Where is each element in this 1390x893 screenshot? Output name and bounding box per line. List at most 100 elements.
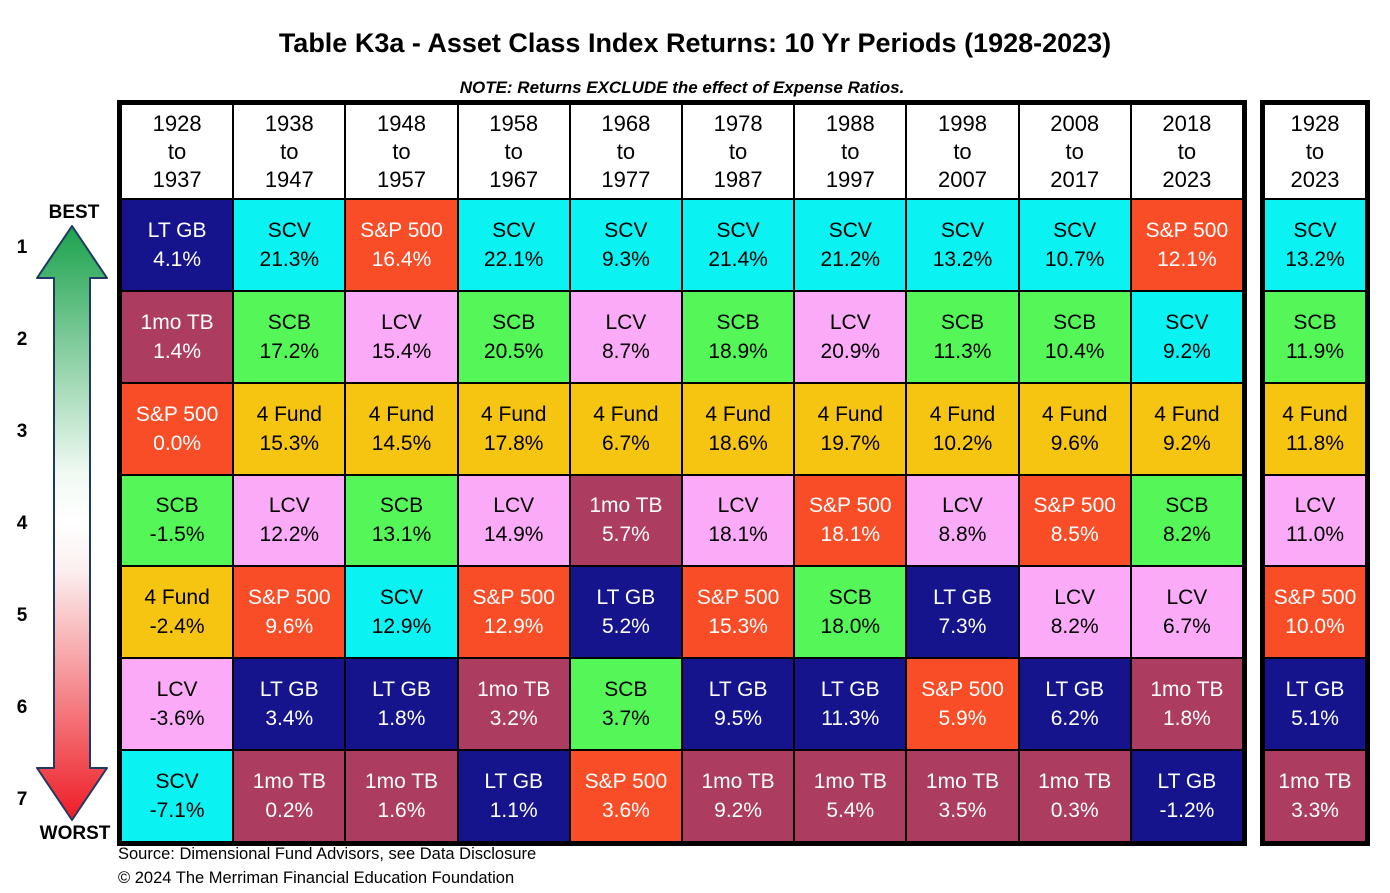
asset-class-label: SCB xyxy=(492,310,536,334)
period-header-line: 2018 xyxy=(1162,110,1212,136)
return-cell: SCV 9.2% xyxy=(1130,290,1243,383)
return-value: 11.9% xyxy=(1286,339,1344,363)
return-cell: LT GB 6.2% xyxy=(1018,658,1131,751)
rank-labels: 1 2 3 4 5 6 7 xyxy=(6,202,38,846)
return-value: 10.2% xyxy=(932,431,993,455)
return-cell: LT GB 7.3% xyxy=(906,566,1019,659)
source-text: Source: Dimensional Fund Advisors, see D… xyxy=(118,845,537,863)
period-header: 1928 to 1937 xyxy=(121,104,234,199)
period-header-line: 1998 xyxy=(938,110,987,136)
return-cell: SCB -1.5% xyxy=(121,474,234,567)
asset-class-label: SCV xyxy=(1165,310,1209,334)
return-value: -7.1% xyxy=(149,799,205,823)
asset-class-label: SCV xyxy=(828,218,872,242)
return-cell: LT GB 1.1% xyxy=(457,750,570,842)
asset-class-label: SCV xyxy=(604,218,648,242)
asset-class-label: SCB xyxy=(604,678,648,702)
summary-return-cell: 1mo TB 3.3% xyxy=(1264,750,1366,842)
period-header: 1978 to 1987 xyxy=(681,104,795,199)
return-value: 8.2% xyxy=(1050,615,1099,639)
asset-class-label: S&P 500 xyxy=(1033,494,1116,518)
period-header-line: 1958 xyxy=(489,110,539,136)
return-value: 10.7% xyxy=(1044,247,1105,271)
return-value: 15.3% xyxy=(259,431,320,455)
asset-class-label: LT GB xyxy=(820,678,880,702)
return-cell: S&P 500 3.6% xyxy=(569,750,682,842)
asset-class-label: LCV xyxy=(381,310,422,334)
return-cell: 4 Fund 14.5% xyxy=(345,382,458,475)
return-cell: S&P 500 8.5% xyxy=(1018,474,1131,567)
return-value: 3.3% xyxy=(1291,799,1339,823)
return-cell: LCV 8.8% xyxy=(906,474,1019,567)
return-value: 5.7% xyxy=(601,523,650,547)
asset-class-label: LT GB xyxy=(1045,678,1105,702)
period-header: 1948 to 1957 xyxy=(345,104,458,199)
return-cell: SCV 22.1% xyxy=(457,199,570,291)
asset-class-label: 4 Fund xyxy=(481,402,547,426)
return-cell: LT GB 1.8% xyxy=(345,658,458,751)
return-value: 15.3% xyxy=(708,615,768,639)
period-header-line: 1988 xyxy=(825,110,875,136)
asset-class-label: 1mo TB xyxy=(701,770,775,794)
asset-class-label: LCV xyxy=(942,494,983,518)
return-value: 9.6% xyxy=(1050,431,1099,455)
asset-class-label: 4 Fund xyxy=(705,402,771,426)
asset-class-label: SCB xyxy=(716,310,760,334)
rank-label: 3 xyxy=(16,421,28,442)
return-cell: S&P 500 0.0% xyxy=(121,382,234,475)
return-cell: 4 Fund 18.6% xyxy=(681,382,795,475)
summary-return-cell: 4 Fund 11.8% xyxy=(1264,382,1366,475)
period-header-line: to xyxy=(504,138,523,164)
return-value: 6.7% xyxy=(601,431,650,455)
return-value: 8.2% xyxy=(1162,523,1211,547)
return-value: 11.0% xyxy=(1286,523,1344,547)
return-value: 5.1% xyxy=(1291,707,1339,731)
asset-class-label: 4 Fund xyxy=(1042,402,1108,426)
period-header: 2018 to 2023 xyxy=(1130,104,1243,199)
return-value: 9.2% xyxy=(1162,339,1211,363)
rank-label: 2 xyxy=(16,329,28,350)
period-header-line: 2023 xyxy=(1162,166,1212,192)
asset-class-label: S&P 500 xyxy=(696,586,780,610)
asset-class-label: LCV xyxy=(717,494,759,518)
return-value: 12.1% xyxy=(1157,247,1217,271)
period-header-line: to xyxy=(728,138,748,164)
return-value: -1.2% xyxy=(1159,799,1215,823)
period-header-line: 1947 xyxy=(264,166,314,192)
return-cell: LCV -3.6% xyxy=(121,658,234,751)
period-header: 1988 to 1997 xyxy=(794,104,907,199)
asset-class-label: 4 Fund xyxy=(368,402,435,426)
copyright-text: © 2024 The Merriman Financial Education … xyxy=(118,869,515,887)
return-cell: SCB 10.4% xyxy=(1018,290,1131,383)
asset-class-label: SCV xyxy=(940,218,985,242)
return-cell: LT GB -1.2% xyxy=(1130,750,1243,842)
return-value: 21.2% xyxy=(820,247,881,271)
asset-class-label: LT GB xyxy=(708,678,768,702)
summary-column-table: 1928 to 2023 SCV 13.2% SCB 11.9% 4 Fund 11.8% LCV… xyxy=(1260,100,1370,846)
return-cell: SCV 12.9% xyxy=(345,566,458,659)
return-value: 5.9% xyxy=(938,707,987,731)
return-cell: LCV 14.9% xyxy=(457,474,570,567)
return-value: 6.2% xyxy=(1050,707,1099,731)
return-value: 18.1% xyxy=(820,523,881,547)
period-header-line: 1978 xyxy=(713,110,763,136)
return-value: 9.3% xyxy=(601,247,650,271)
return-value: 1.4% xyxy=(153,339,202,363)
worst-label: WORST xyxy=(39,823,111,844)
asset-class-label: LCV xyxy=(1294,494,1336,518)
rank-label: 4 xyxy=(16,513,28,534)
return-cell: LT GB 4.1% xyxy=(121,199,234,291)
return-cell: LCV 6.7% xyxy=(1130,566,1243,659)
return-cell: SCV -7.1% xyxy=(121,750,234,842)
return-cell: SCV 21.2% xyxy=(794,199,907,291)
asset-class-label: S&P 500 xyxy=(248,586,331,610)
return-cell: S&P 500 12.1% xyxy=(1130,199,1243,291)
return-value: 21.3% xyxy=(259,247,320,271)
asset-class-label: SCV xyxy=(1293,218,1337,242)
period-header-line: 1968 xyxy=(601,110,651,136)
asset-class-label: SCB xyxy=(379,494,424,518)
asset-class-label: LT GB xyxy=(147,218,207,242)
return-cell: LCV 15.4% xyxy=(345,290,458,383)
return-value: 10.4% xyxy=(1044,339,1105,363)
period-header-line: to xyxy=(280,138,299,164)
